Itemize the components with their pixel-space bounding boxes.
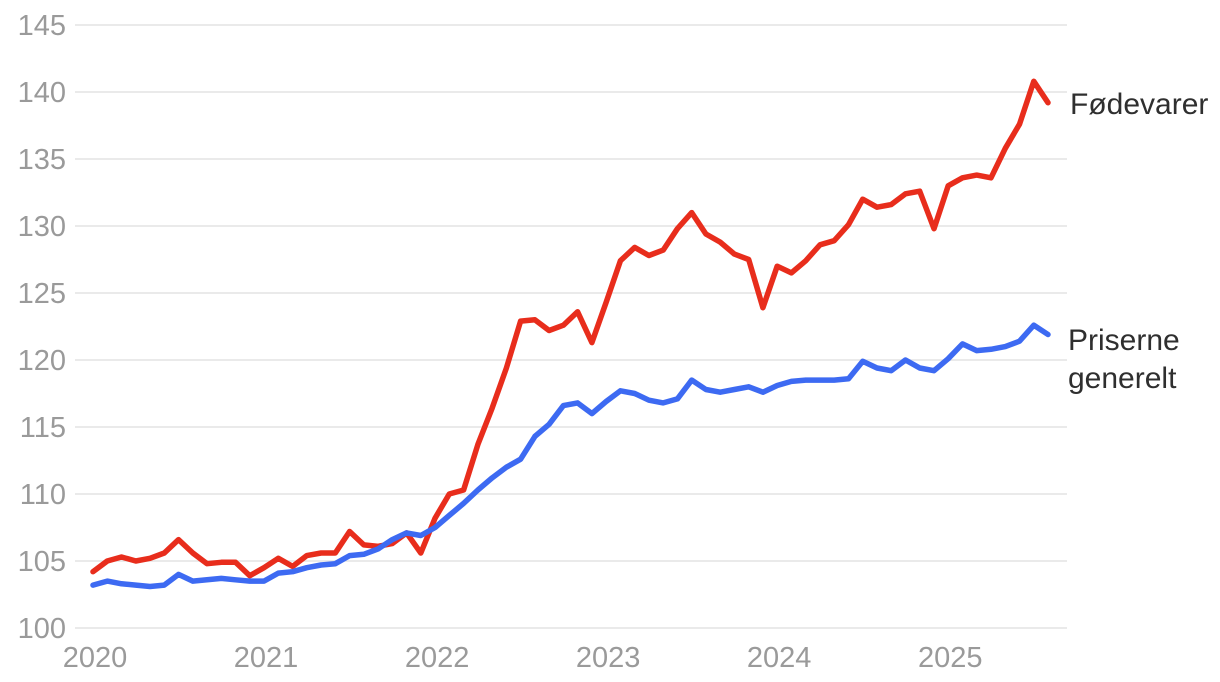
y-tick-label-115: 115 xyxy=(20,412,66,444)
series-label-priserne-generelt: Priserne generelt xyxy=(1068,324,1180,395)
y-tick-label-140: 140 xyxy=(18,77,66,109)
y-tick-label-105: 105 xyxy=(18,546,66,578)
series-label-fodevarer: Fødevarer xyxy=(1070,88,1209,121)
x-tick-label-2024: 2024 xyxy=(747,642,812,674)
x-tick-label-2025: 2025 xyxy=(918,642,983,674)
y-tick-label-125: 125 xyxy=(18,278,66,310)
x-tick-label-2020: 2020 xyxy=(63,642,128,674)
line-series-1-priserne-generelt xyxy=(90,322,1051,590)
y-tick-label-120: 120 xyxy=(18,345,66,377)
x-tick-label-2021: 2021 xyxy=(234,642,299,674)
y-tick-label-110: 110 xyxy=(20,479,66,511)
y-tick-label-145: 145 xyxy=(18,10,66,42)
y-tick-label-100: 100 xyxy=(18,613,66,645)
line-series-0-fødevarer xyxy=(90,78,1051,579)
y-tick-label-130: 130 xyxy=(18,211,66,243)
x-tick-label-2022: 2022 xyxy=(405,642,470,674)
y-tick-label-135: 135 xyxy=(18,144,66,176)
x-tick-label-2023: 2023 xyxy=(576,642,641,674)
